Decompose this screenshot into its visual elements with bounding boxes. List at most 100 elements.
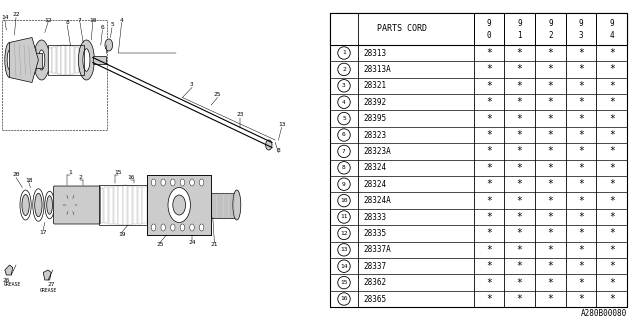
Bar: [2, 20, 108, 130]
Text: *: *: [578, 81, 584, 91]
Circle shape: [180, 224, 185, 231]
Text: 23: 23: [236, 113, 244, 117]
Text: *: *: [547, 245, 554, 255]
Text: *: *: [547, 228, 554, 238]
Text: 0: 0: [486, 31, 492, 40]
Text: 19: 19: [118, 233, 125, 237]
Bar: [330, 13, 627, 45]
Text: PARTS CORD: PARTS CORD: [376, 24, 427, 33]
Text: 6: 6: [342, 132, 346, 138]
Text: 28313: 28313: [364, 49, 387, 58]
Text: 9: 9: [609, 20, 614, 28]
Ellipse shape: [33, 189, 44, 221]
Text: *: *: [578, 196, 584, 205]
Text: 28323: 28323: [364, 131, 387, 140]
Bar: [99, 188, 104, 222]
Circle shape: [266, 140, 272, 150]
Text: *: *: [547, 294, 554, 304]
Text: 3: 3: [342, 83, 346, 88]
Text: 9: 9: [548, 20, 553, 28]
Text: 2: 2: [548, 31, 553, 40]
Text: *: *: [609, 64, 615, 74]
Text: 22: 22: [12, 12, 20, 18]
Text: 8: 8: [342, 165, 346, 170]
Text: *: *: [609, 261, 615, 271]
Circle shape: [338, 63, 350, 76]
Bar: [52, 47, 56, 73]
Text: 4: 4: [609, 31, 614, 40]
Text: 10: 10: [89, 18, 97, 22]
Bar: [32, 52, 42, 68]
Text: 8: 8: [65, 20, 69, 25]
Text: 24: 24: [188, 240, 196, 245]
Text: 21: 21: [211, 243, 218, 247]
Polygon shape: [5, 265, 13, 275]
Circle shape: [152, 179, 156, 186]
Text: *: *: [516, 212, 523, 222]
Circle shape: [152, 224, 156, 231]
Text: *: *: [609, 146, 615, 156]
Text: *: *: [578, 261, 584, 271]
Ellipse shape: [83, 49, 90, 71]
Text: 12: 12: [44, 18, 52, 22]
Text: *: *: [486, 64, 492, 74]
Ellipse shape: [22, 195, 29, 215]
Text: *: *: [609, 97, 615, 107]
Circle shape: [338, 244, 350, 256]
Text: 11: 11: [340, 214, 348, 220]
Text: *: *: [516, 179, 523, 189]
Text: *: *: [547, 97, 554, 107]
Text: *: *: [578, 277, 584, 288]
Text: 13: 13: [340, 247, 348, 252]
Circle shape: [338, 194, 350, 207]
Text: *: *: [578, 48, 584, 58]
Text: *: *: [547, 48, 554, 58]
Polygon shape: [44, 270, 51, 280]
Text: 28324A: 28324A: [364, 196, 391, 205]
Text: 1: 1: [68, 170, 72, 175]
Text: *: *: [578, 130, 584, 140]
Text: *: *: [547, 179, 554, 189]
Text: *: *: [516, 196, 523, 205]
Bar: [48, 45, 84, 75]
Text: *: *: [516, 163, 523, 173]
FancyBboxPatch shape: [54, 186, 100, 224]
Text: *: *: [486, 163, 492, 173]
Circle shape: [338, 293, 350, 305]
Text: 6: 6: [100, 25, 104, 30]
Circle shape: [31, 56, 36, 64]
Bar: [211, 193, 237, 218]
Text: *: *: [609, 245, 615, 255]
Text: *: *: [609, 163, 615, 173]
Text: *: *: [609, 179, 615, 189]
Text: *: *: [609, 114, 615, 124]
Text: 17: 17: [40, 230, 47, 235]
Ellipse shape: [5, 43, 15, 77]
Text: 9: 9: [579, 20, 584, 28]
Text: *: *: [486, 130, 492, 140]
Bar: [93, 56, 106, 64]
Circle shape: [31, 66, 36, 74]
Text: 4: 4: [120, 18, 124, 22]
Text: 2: 2: [342, 67, 346, 72]
Bar: [75, 47, 79, 73]
Circle shape: [338, 129, 350, 141]
Bar: [147, 175, 211, 235]
Text: 3: 3: [190, 83, 194, 87]
Text: 3: 3: [579, 31, 584, 40]
Bar: [138, 187, 142, 223]
Text: 8: 8: [276, 148, 280, 153]
Text: 28365: 28365: [364, 294, 387, 303]
Text: *: *: [516, 245, 523, 255]
Circle shape: [338, 112, 350, 125]
Bar: [114, 186, 118, 224]
Text: *: *: [609, 130, 615, 140]
Text: *: *: [547, 146, 554, 156]
Text: 18: 18: [25, 178, 33, 182]
Text: *: *: [516, 277, 523, 288]
Text: *: *: [516, 97, 523, 107]
Text: 7: 7: [78, 18, 82, 22]
Text: *: *: [609, 196, 615, 205]
Text: *: *: [578, 245, 584, 255]
Text: GREASE: GREASE: [40, 287, 56, 292]
